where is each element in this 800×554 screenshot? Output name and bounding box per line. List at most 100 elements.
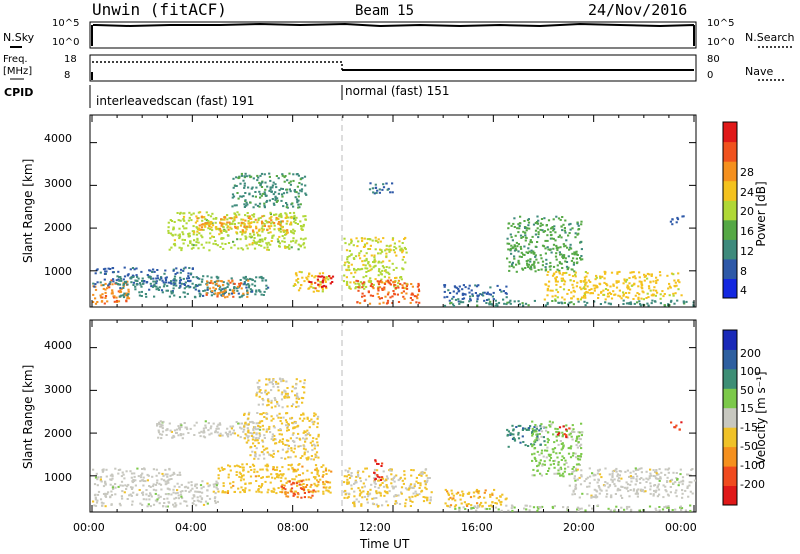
velocity-cell (655, 472, 658, 475)
velocity-cell (392, 477, 395, 480)
power-cell (161, 291, 164, 294)
power-cell (401, 249, 405, 252)
velocity-cell (229, 425, 232, 428)
velocity-cell (258, 386, 261, 388)
velocity-cell (371, 502, 375, 505)
power-cell (196, 238, 199, 241)
power-cell (476, 300, 479, 303)
power-cell (256, 179, 259, 182)
velocity-cell (579, 455, 582, 458)
velocity-cell (627, 490, 630, 493)
noise-tick-bottom-right: 10^0 (707, 37, 735, 48)
power-cell (528, 267, 532, 270)
power-cell (448, 299, 451, 302)
power-cell (234, 215, 237, 218)
velocity-cell (275, 492, 278, 495)
power-cell (292, 228, 295, 231)
power-cell (164, 269, 167, 272)
power-cell (639, 304, 642, 307)
velocity-cell (304, 486, 308, 488)
power-cell (272, 193, 275, 196)
velocity-cell (314, 484, 317, 487)
power-cell (561, 273, 564, 276)
power-cell (274, 195, 277, 198)
velocity-cell (366, 501, 369, 504)
power-cell (355, 279, 358, 282)
power-cell (559, 246, 562, 249)
power-cell (355, 237, 358, 240)
velocity-cell (133, 472, 136, 475)
power-cell (266, 246, 269, 249)
power-cell (541, 260, 545, 263)
power-cell (267, 248, 270, 251)
velocity-cell (346, 478, 349, 481)
power-cell (543, 298, 546, 301)
power-cell (371, 294, 375, 297)
velocity-cell (485, 508, 488, 510)
velocity-cell (310, 483, 313, 486)
power-cell (541, 229, 544, 232)
power-cell (189, 279, 192, 282)
power-cell (574, 232, 577, 235)
power-cell (321, 272, 325, 275)
velocity-cell (215, 484, 218, 487)
power-cell (560, 279, 563, 282)
velocity-cell (531, 427, 534, 430)
velocity-cell (162, 505, 165, 508)
velocity-cell (652, 469, 655, 472)
velocity-cell (241, 489, 245, 491)
power-cell (187, 219, 190, 222)
power-cell (673, 279, 676, 282)
velocity-cell (415, 480, 418, 483)
power-cell (251, 283, 254, 286)
velocity-cell (195, 483, 198, 486)
power-cell (638, 300, 641, 303)
power-cell (261, 222, 264, 225)
velocity-cell (295, 378, 298, 381)
velocity-cell (560, 459, 563, 461)
power-cell (580, 223, 583, 226)
velocity-cell (478, 495, 481, 498)
velocity-cell (672, 471, 675, 474)
power-cell (359, 257, 362, 260)
velocity-cell (189, 489, 192, 492)
velocity-cell (268, 453, 271, 456)
power-cell (552, 273, 555, 276)
velocity-cell (470, 507, 473, 510)
velocity-cell (358, 489, 362, 492)
velocity-cell (506, 434, 509, 437)
velocity-colorbar-swatch (723, 427, 737, 448)
velocity-cell (187, 486, 190, 489)
power-cell (172, 287, 175, 290)
velocity-cell (653, 489, 656, 492)
power-cell (228, 221, 231, 224)
velocity-cell (393, 475, 396, 478)
nsky-label: N.Sky (3, 31, 35, 44)
velocity-cell (664, 489, 667, 492)
power-cell (583, 276, 586, 279)
power-cell (496, 284, 499, 287)
power-cb-tick-4: 4 (740, 284, 747, 297)
velocity-cell (274, 398, 277, 401)
velocity-cell (293, 387, 296, 390)
velocity-cell (580, 431, 583, 434)
power-cell (529, 241, 532, 243)
power-cell (551, 289, 554, 292)
velocity-cell (258, 485, 261, 488)
velocity-cell (114, 483, 117, 485)
power-cell (221, 291, 224, 294)
power-cell (564, 219, 567, 222)
power-cell (524, 302, 528, 305)
velocity-cell (580, 447, 583, 450)
power-cell (489, 293, 492, 296)
power-cell (515, 270, 518, 273)
power-cell (281, 174, 284, 177)
velocity-cell (312, 458, 315, 461)
power-cell (674, 281, 677, 284)
power-cell (554, 294, 557, 297)
velocity-cell (302, 483, 305, 485)
velocity-cell (649, 485, 652, 488)
power-cell (226, 282, 229, 285)
power-cell (186, 277, 189, 280)
power-cell (563, 280, 567, 283)
